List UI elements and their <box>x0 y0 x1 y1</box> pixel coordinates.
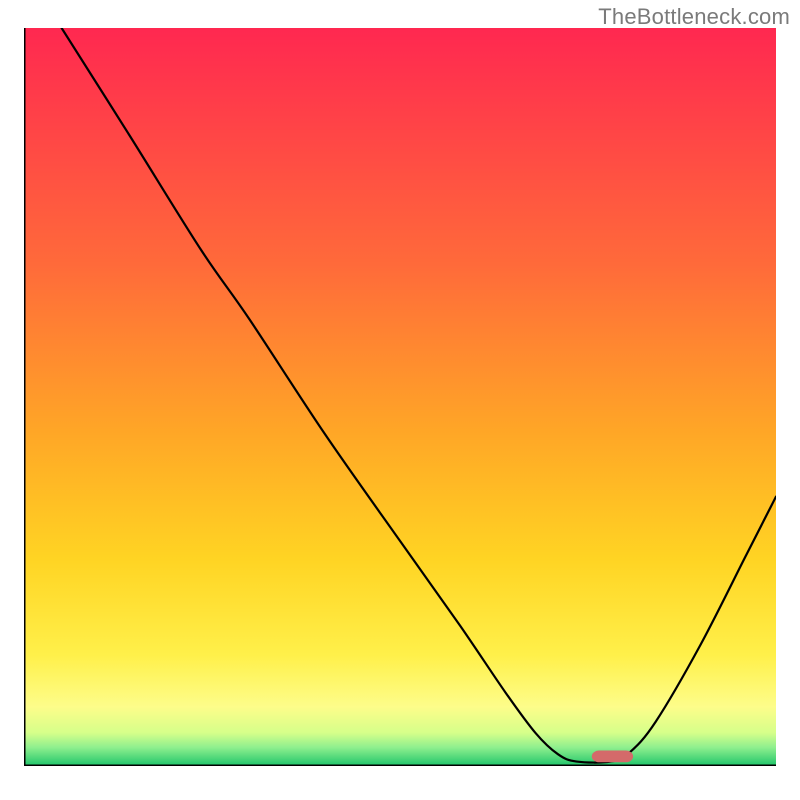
chart-background <box>24 28 776 766</box>
optimum-marker <box>592 751 633 763</box>
watermark-text: TheBottleneck.com <box>598 4 790 30</box>
bottleneck-chart <box>24 28 776 766</box>
chart-svg <box>24 28 776 766</box>
